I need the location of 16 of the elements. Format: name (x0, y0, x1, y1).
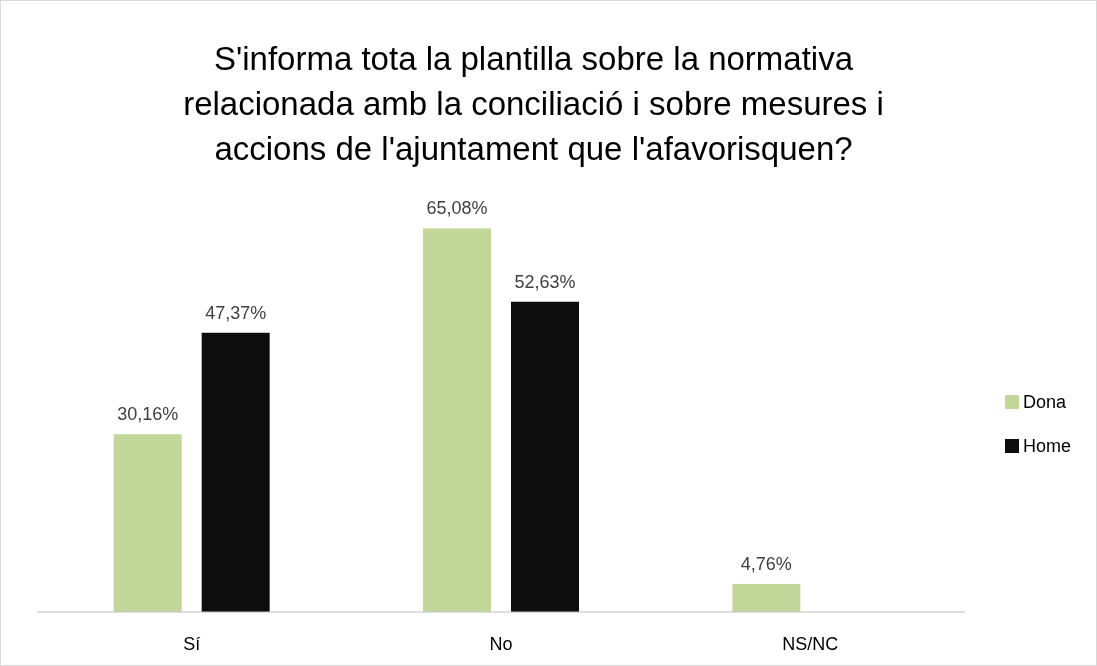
data-label: 65,08% (426, 198, 488, 219)
legend-label: Dona (1023, 392, 1068, 412)
data-label: 30,16% (117, 404, 179, 425)
data-label: 52,63% (514, 271, 576, 292)
bar (511, 301, 579, 612)
x-tick-label: No (489, 634, 513, 654)
chart-title: S'informa tota la plantilla sobre la normativa relacionada amb la conciliació i sobre mesures i accions de l'ajuntament que l'afavorisquen? (183, 40, 884, 167)
legend-label: Home (1023, 436, 1072, 456)
x-tick-label: Sí (183, 634, 201, 654)
bar (201, 332, 270, 612)
data-label: 47,37% (205, 302, 267, 323)
bar (423, 228, 491, 612)
bar (732, 583, 801, 612)
data-label: 4,76% (740, 553, 792, 574)
x-tick-label: NS/NC (782, 634, 839, 654)
bar (113, 434, 182, 612)
